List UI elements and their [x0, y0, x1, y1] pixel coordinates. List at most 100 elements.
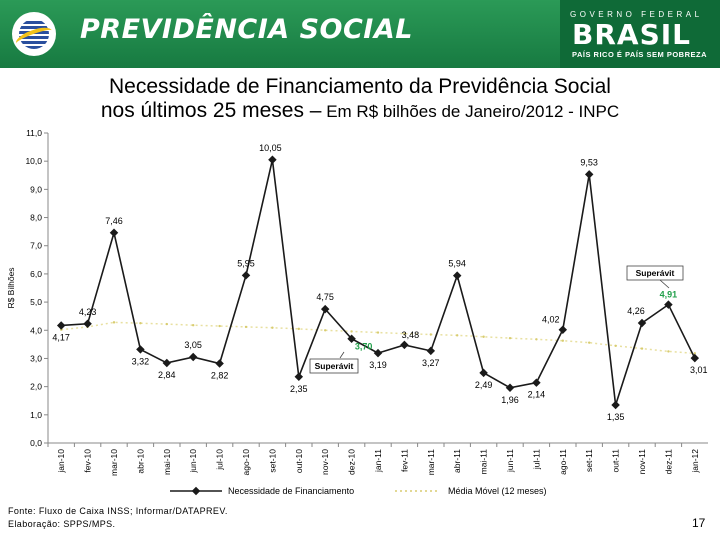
data-label: 2,35 — [290, 384, 308, 394]
media-movel-point — [403, 332, 406, 335]
legend-marker-necessidade — [191, 486, 201, 496]
header-banner: PREVIDÊNCIA SOCIAL GOVERNO FEDERAL BRASI… — [0, 0, 720, 68]
gov-brasil-text: BRASIL — [572, 18, 691, 51]
superavit-box — [309, 358, 359, 374]
data-point — [452, 271, 462, 280]
data-point — [637, 318, 647, 328]
y-tick-label: 10,0 — [25, 156, 42, 166]
footer-source: Fonte: Fluxo de Caixa INSS; Informar/DAT… — [8, 505, 228, 531]
gov-slogan-text: PAÍS RICO É PAÍS SEM POBREZA — [572, 50, 707, 59]
data-label: 5,95 — [237, 258, 255, 268]
x-tick-label: jul-10 — [215, 449, 225, 471]
data-label: 4,91 — [660, 290, 678, 300]
data-point — [188, 352, 198, 362]
governo-federal-logo: GOVERNO FEDERAL BRASIL PAÍS RICO É PAÍS … — [560, 0, 720, 68]
x-tick-label: mai-10 — [162, 449, 172, 475]
page-number: 17 — [692, 516, 706, 530]
media-movel-point — [429, 333, 432, 336]
y-tick-label: 9,0 — [30, 184, 42, 194]
previdencia-logo-icon — [12, 12, 56, 56]
y-tick-label: 11,0 — [26, 128, 42, 138]
data-point — [584, 170, 594, 179]
data-point — [56, 321, 66, 330]
brand-name: PREVIDÊNCIA SOCIAL — [80, 14, 413, 45]
media-movel-point — [456, 334, 459, 337]
data-label: 2,49 — [475, 380, 493, 390]
superavit-label: Superávit — [636, 268, 675, 278]
y-tick-label: 8,0 — [30, 213, 42, 223]
data-point — [320, 304, 330, 314]
elaboration-text: Elaboração: SPPS/MPS. — [8, 519, 116, 529]
legend-label-necessidade: Necessidade de Financiamento — [228, 486, 354, 496]
data-point — [505, 383, 515, 393]
x-tick-label: jan-11 — [373, 449, 383, 473]
data-label: 3,70 — [355, 342, 373, 352]
data-label: 4,02 — [542, 315, 560, 325]
media-movel-point — [297, 327, 300, 331]
data-point — [690, 353, 700, 363]
x-tick-label: ago-10 — [241, 449, 251, 476]
media-movel-point — [192, 324, 195, 327]
y-tick-label: 5,0 — [30, 297, 42, 307]
x-tick-label: out-10 — [294, 449, 304, 473]
media-movel-point — [640, 347, 644, 350]
media-movel-point — [535, 338, 538, 341]
media-movel-point — [588, 341, 591, 344]
data-point — [241, 271, 251, 280]
gov-top-text: GOVERNO FEDERAL — [570, 10, 703, 19]
data-point — [400, 340, 409, 350]
media-movel-point — [376, 331, 380, 334]
data-label: 2,82 — [211, 371, 229, 381]
data-label: 1,35 — [607, 412, 625, 422]
x-tick-label: jun-11 — [505, 449, 515, 473]
data-point — [83, 319, 92, 329]
data-label: 10,05 — [259, 143, 282, 153]
x-tick-label: set-10 — [267, 449, 277, 473]
source-text: Fonte: Fluxo de Caixa INSS; Informar/DAT… — [8, 506, 228, 516]
x-tick-label: nov-11 — [637, 449, 647, 475]
data-point — [426, 346, 436, 356]
y-tick-label: 6,0 — [30, 269, 42, 279]
y-tick-label: 3,0 — [30, 353, 42, 363]
x-tick-label: abr-11 — [452, 449, 462, 473]
x-tick-label: abr-10 — [135, 449, 145, 474]
data-point — [294, 372, 304, 382]
superavit-label: Superávit — [315, 361, 354, 371]
data-point — [109, 228, 119, 238]
data-label: 2,14 — [528, 390, 546, 400]
media-movel-point — [561, 339, 564, 342]
data-point — [664, 300, 673, 309]
data-label: 5,94 — [448, 259, 466, 269]
data-label: 2,84 — [158, 370, 176, 380]
media-movel-point — [165, 322, 168, 326]
x-tick-label: fev-10 — [83, 449, 93, 473]
y-tick-label: 1,0 — [30, 410, 42, 420]
media-movel-point — [271, 326, 274, 329]
y-tick-label: 4,0 — [30, 325, 42, 335]
media-movel-point — [324, 329, 327, 332]
data-point — [347, 334, 356, 343]
data-point — [532, 378, 541, 387]
media-movel-point — [693, 352, 696, 355]
data-point — [136, 345, 145, 354]
data-label: 9,53 — [580, 157, 598, 167]
media-movel-point — [614, 344, 617, 347]
y-tick-label: 7,0 — [30, 241, 42, 251]
media-movel-point — [218, 324, 221, 328]
x-tick-label: jul-11 — [531, 449, 541, 470]
media-movel-point — [139, 322, 142, 325]
series-line-media-movel — [61, 321, 695, 355]
y-tick-label: 2,0 — [30, 382, 42, 392]
data-label: 4,23 — [79, 307, 97, 317]
title-line-2a: nos últimos 25 meses – — [100, 99, 322, 122]
x-tick-label: out-11 — [611, 449, 621, 473]
x-tick-label: mar-11 — [426, 449, 436, 476]
page-title: Necessidade de Financiamento da Previdên… — [0, 75, 720, 124]
x-tick-label: nov-10 — [320, 449, 330, 475]
x-tick-label: jan-12 — [690, 449, 700, 474]
x-tick-label: jun-10 — [188, 449, 198, 474]
data-point — [558, 325, 568, 334]
title-line-2b: Em R$ bilhões de Janeiro/2012 - INPC — [321, 102, 620, 121]
data-label: 7,46 — [105, 216, 123, 226]
